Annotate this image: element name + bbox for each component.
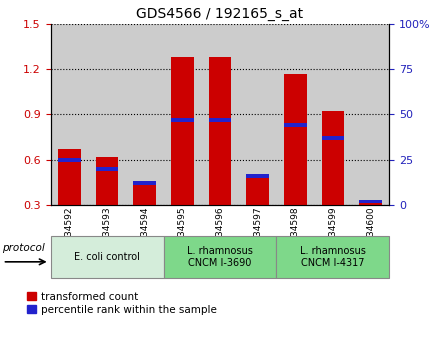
Bar: [322, 136, 344, 140]
Bar: [51, 236, 164, 278]
Bar: [209, 118, 231, 122]
Bar: [246, 174, 269, 178]
Text: L. rhamnosus
CNCM I-3690: L. rhamnosus CNCM I-3690: [187, 246, 253, 268]
Bar: [322, 111, 344, 205]
Bar: [96, 167, 118, 171]
Bar: [171, 118, 194, 122]
Bar: [133, 182, 156, 185]
Legend: transformed count, percentile rank within the sample: transformed count, percentile rank withi…: [27, 292, 216, 315]
Bar: [164, 236, 276, 278]
Bar: [359, 202, 382, 205]
Bar: [359, 200, 382, 203]
Text: E. coli control: E. coli control: [74, 252, 140, 262]
Bar: [96, 157, 118, 205]
Bar: [58, 149, 81, 205]
Bar: [133, 182, 156, 205]
Title: GDS4566 / 192165_s_at: GDS4566 / 192165_s_at: [136, 7, 304, 21]
Text: L. rhamnosus
CNCM I-4317: L. rhamnosus CNCM I-4317: [300, 246, 366, 268]
Bar: [284, 73, 307, 205]
Bar: [209, 57, 231, 205]
Bar: [284, 123, 307, 127]
Bar: [171, 57, 194, 205]
Bar: [58, 158, 81, 162]
Bar: [246, 175, 269, 205]
Text: protocol: protocol: [3, 242, 45, 253]
Bar: [276, 236, 389, 278]
